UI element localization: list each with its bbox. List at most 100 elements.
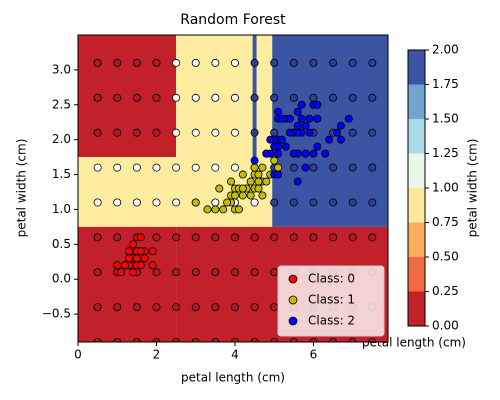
grid-point [270, 268, 279, 277]
data-point [278, 114, 287, 123]
data-point [246, 191, 255, 200]
grid-point [152, 93, 161, 102]
grid-point [113, 303, 122, 312]
colorbar-segment [408, 222, 425, 257]
data-point [301, 163, 310, 172]
data-point [246, 177, 255, 186]
grid-point [270, 233, 279, 242]
grid-point [270, 128, 279, 137]
grid-point [191, 303, 200, 312]
grid-point [329, 233, 338, 242]
grid-point [172, 198, 181, 207]
data-point [289, 149, 298, 158]
grid-point [289, 58, 298, 67]
grid-point [211, 58, 220, 67]
grid-point [230, 163, 239, 172]
grid-point [250, 93, 259, 102]
y-tick-label: 0.0 [52, 272, 71, 286]
y-tick-label: 1.0 [52, 202, 71, 216]
grid-point [172, 233, 181, 242]
data-point [344, 114, 353, 123]
data-point [191, 198, 200, 207]
legend-marker [288, 295, 298, 305]
grid-point [191, 128, 200, 137]
grid-point [289, 163, 298, 172]
grid-point [348, 233, 357, 242]
grid-point [368, 163, 377, 172]
data-point [250, 163, 259, 172]
grid-point [113, 163, 122, 172]
y-tick-label: 3.0 [52, 62, 71, 76]
grid-point [368, 233, 377, 242]
data-point [140, 254, 149, 263]
data-point [336, 121, 345, 130]
data-point [128, 268, 137, 277]
colorbar-tick-label: 0.75 [432, 215, 459, 229]
data-point [132, 254, 141, 263]
grid-point [230, 128, 239, 137]
x-tick-label: 4 [231, 348, 239, 362]
colorbar-segment [408, 257, 425, 292]
grid-point [211, 198, 220, 207]
grid-point [368, 93, 377, 102]
data-point [305, 128, 314, 137]
data-point [274, 170, 283, 179]
grid-point [211, 163, 220, 172]
grid-point [270, 198, 279, 207]
data-point [203, 205, 212, 214]
grid-point [309, 58, 318, 67]
grid-point [172, 93, 181, 102]
grid-point [191, 233, 200, 242]
grid-point [348, 93, 357, 102]
decision-region [78, 35, 177, 158]
grid-point [270, 93, 279, 102]
data-point [125, 254, 134, 263]
data-point [230, 191, 239, 200]
grid-point [309, 233, 318, 242]
grid-point [113, 198, 122, 207]
x-tick-label: 0 [74, 348, 82, 362]
grid-point [329, 198, 338, 207]
grid-point [93, 163, 102, 172]
grid-point [113, 58, 122, 67]
data-point [262, 177, 271, 186]
grid-point [348, 198, 357, 207]
colorbar-tick-label: 1.00 [432, 181, 459, 195]
grid-point [309, 93, 318, 102]
grid-point [250, 303, 259, 312]
grid-point [93, 128, 102, 137]
plot-area [78, 35, 388, 342]
data-point [285, 128, 294, 137]
data-point [136, 233, 145, 242]
grid-point [152, 268, 161, 277]
data-point [336, 135, 345, 144]
grid-point [172, 268, 181, 277]
data-point [313, 114, 322, 123]
data-point [274, 107, 283, 116]
data-point [238, 170, 247, 179]
grid-point [132, 128, 141, 137]
data-point [321, 149, 330, 158]
data-point [305, 114, 314, 123]
grid-point [250, 58, 259, 67]
grid-point [191, 268, 200, 277]
data-point [128, 240, 137, 249]
grid-point [132, 198, 141, 207]
grid-point [211, 233, 220, 242]
data-point [293, 121, 302, 130]
data-point [250, 156, 259, 165]
grid-point [270, 303, 279, 312]
data-point [325, 135, 334, 144]
data-point [262, 149, 271, 158]
data-point [148, 247, 157, 256]
grid-point [230, 233, 239, 242]
grid-point [230, 93, 239, 102]
legend-label: Class: 2 [308, 314, 355, 328]
grid-point [93, 268, 102, 277]
data-point [211, 205, 220, 214]
grid-point [230, 303, 239, 312]
colorbar-segment [408, 50, 425, 85]
colorbar-tick-label: 0.50 [432, 250, 459, 264]
grid-point [250, 198, 259, 207]
x-axis-label: petal length (cm) [181, 371, 285, 385]
